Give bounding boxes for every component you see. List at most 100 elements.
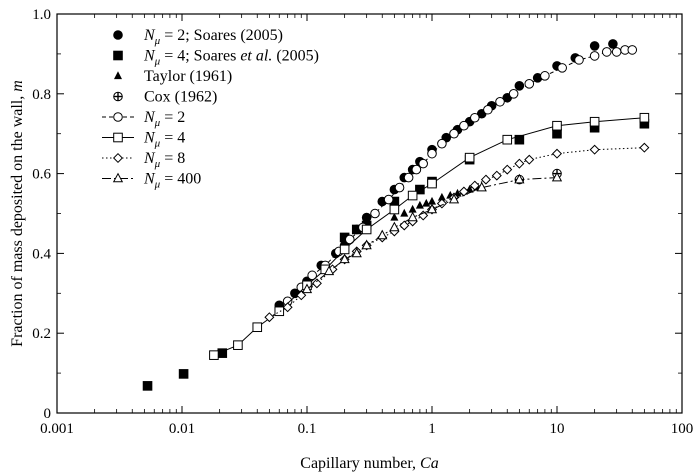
data-point <box>351 247 362 258</box>
legend-marker <box>113 71 123 80</box>
data-point <box>491 170 502 181</box>
data-point <box>552 128 562 139</box>
x-tick-label: 100 <box>671 421 694 437</box>
data-point <box>426 203 438 214</box>
data-point <box>383 194 394 205</box>
data-point <box>345 234 355 245</box>
data-point <box>639 112 650 123</box>
legend-marker <box>112 152 124 164</box>
data-point <box>339 253 350 264</box>
data-point <box>480 174 491 185</box>
data-point <box>514 158 525 169</box>
data-point <box>307 270 317 281</box>
data-point <box>436 198 447 209</box>
data-point <box>407 211 418 222</box>
legend-label: Nμ = 4; Soares et al. (2005) <box>143 48 319 68</box>
data-point <box>574 55 584 65</box>
data-point <box>407 190 418 201</box>
data-point <box>540 71 550 81</box>
data-point <box>427 148 437 159</box>
data-point <box>627 45 638 55</box>
data-point <box>601 47 612 57</box>
data-point <box>209 350 219 360</box>
data-point <box>233 340 243 350</box>
data-point <box>611 47 622 57</box>
legend-entry: Nμ = 400 <box>102 171 201 191</box>
legend-label: Nμ = 2 <box>143 109 185 129</box>
data-point <box>470 112 480 123</box>
data-point <box>608 39 618 49</box>
data-point <box>394 182 405 193</box>
data-point <box>502 134 513 145</box>
data-point <box>377 229 388 240</box>
data-point <box>524 154 535 165</box>
data-point <box>508 89 519 99</box>
legend-label: Nμ = 8 <box>143 150 185 170</box>
data-point <box>589 116 600 127</box>
legend-label: Nμ = 4 <box>143 130 185 150</box>
data-point <box>449 128 459 139</box>
data-point <box>311 278 322 289</box>
legend-entry: Nμ = 2; Soares (2005) <box>113 27 283 47</box>
legend-label: Taylor (1961) <box>144 68 232 85</box>
data-point <box>476 181 487 192</box>
legend-entry: Nμ = 4; Soares et al. (2005) <box>113 48 319 68</box>
y-tick-label: 0.8 <box>32 87 51 103</box>
legend-label: Nμ = 2; Soares (2005) <box>143 27 283 47</box>
data-point <box>524 79 535 89</box>
data-point <box>264 312 275 323</box>
data-point <box>178 369 189 379</box>
data-point <box>252 322 263 333</box>
data-point <box>415 200 424 209</box>
legend-entry: Nμ = 2 <box>102 109 185 129</box>
data-point <box>389 204 400 215</box>
data-point <box>339 244 350 255</box>
data-point <box>458 186 469 197</box>
data-point <box>296 290 307 301</box>
data-point <box>411 164 422 175</box>
data-point <box>361 224 372 235</box>
data-point <box>403 172 414 183</box>
legend-marker <box>113 50 123 61</box>
data-point <box>390 212 399 221</box>
data-point <box>418 158 428 169</box>
data-point <box>418 210 429 221</box>
data-point <box>514 134 525 145</box>
data-point <box>502 164 513 175</box>
data-point <box>427 178 437 189</box>
data-point <box>551 171 563 182</box>
x-tick-label: 0.01 <box>169 421 195 437</box>
x-tick-label: 0.001 <box>40 421 74 437</box>
legend: Nμ = 2; Soares (2005)Nμ = 4; Soares et a… <box>102 27 319 191</box>
data-point <box>551 148 563 159</box>
data-point <box>589 51 600 61</box>
y-axis-label: Fraction of mass deposited on the wall, … <box>9 80 26 347</box>
legend-label: Nμ = 400 <box>143 171 201 191</box>
y-tick-label: 0.4 <box>32 246 51 262</box>
series-layer <box>142 39 650 391</box>
legend-entry: Nμ = 8 <box>102 150 185 170</box>
legend-label: Cox (1962) <box>144 89 217 106</box>
data-point <box>282 302 293 313</box>
data-point <box>464 152 475 163</box>
data-point <box>361 212 372 223</box>
x-tick-label: 10 <box>550 421 565 437</box>
data-point <box>422 198 431 207</box>
axes: 0.001 0.01 0.1 1 10 100 0 0.2 0.4 0.6 0.8 1.0 <box>32 7 693 437</box>
data-point <box>301 283 313 294</box>
data-point <box>323 265 335 276</box>
y-tick-label: 0 <box>44 406 52 422</box>
series-7 <box>264 142 650 323</box>
data-point <box>408 204 417 213</box>
x-axis-label: Capillary number, Ca <box>300 455 438 472</box>
data-point <box>142 381 153 391</box>
data-point <box>469 180 480 191</box>
x-tick-label: 0.1 <box>298 421 317 437</box>
data-point <box>514 81 525 91</box>
series-line <box>269 147 645 318</box>
data-point <box>589 144 600 155</box>
legend-marker <box>113 112 123 122</box>
data-point <box>437 138 447 149</box>
legend-marker <box>113 132 123 143</box>
